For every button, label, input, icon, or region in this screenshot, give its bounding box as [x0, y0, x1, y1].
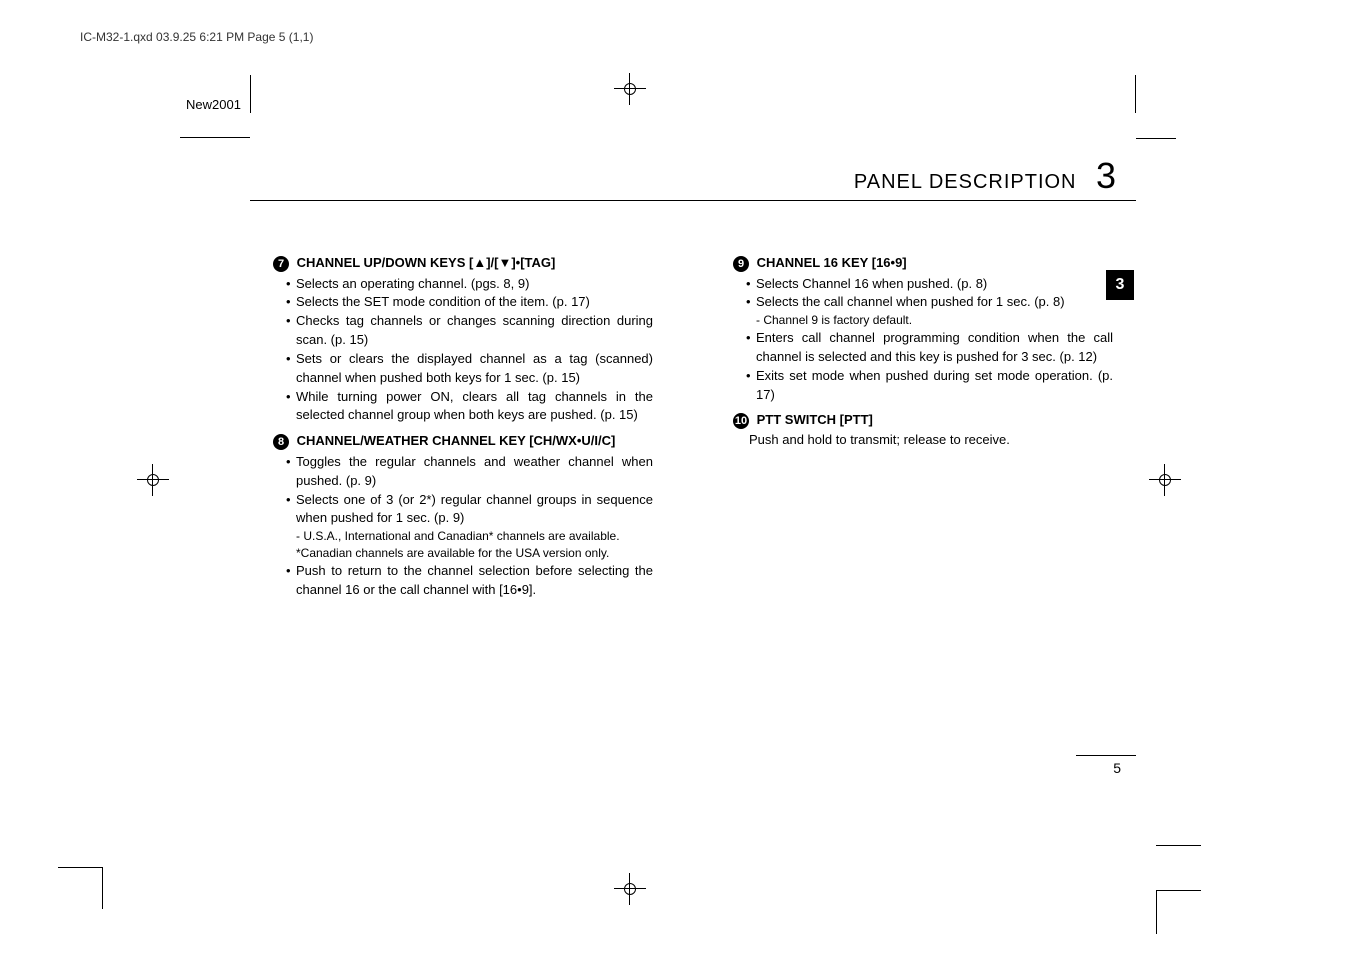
note-item: *Canadian channels are available for the…: [289, 545, 653, 562]
note-item: - U.S.A., International and Canadian* ch…: [289, 528, 653, 545]
note-item: - Channel 9 is factory default.: [749, 312, 1113, 329]
bullet-item: Selects the SET mode condition of the it…: [289, 293, 653, 312]
bullet-item: Selects Channel 16 when pushed. (p. 8): [749, 275, 1113, 294]
section-num-icon: 10: [733, 413, 749, 429]
section-8-notes: - U.S.A., International and Canadian* ch…: [273, 528, 653, 562]
bullet-item: Selects an operating channel. (pgs. 8, 9…: [289, 275, 653, 294]
crop-mark: [1135, 75, 1136, 113]
section-10-title: PTT SWITCH [PTT]: [757, 412, 873, 427]
section-7-title: CHANNEL UP/DOWN KEYS [▲]/[▼]•[TAG]: [297, 255, 556, 270]
crop-mark: [180, 75, 250, 138]
bullet-item: Exits set mode when pushed during set mo…: [749, 367, 1113, 405]
crop-mark: [102, 867, 103, 909]
section-8-title: CHANNEL/WEATHER CHANNEL KEY [CH/WX•U/I/C…: [297, 433, 616, 448]
section-9-note: - Channel 9 is factory default.: [733, 312, 1113, 329]
bullet-item: While turning power ON, clears all tag c…: [289, 388, 653, 426]
section-9-bullets-cont: Enters call channel programming conditio…: [733, 329, 1113, 404]
crop-mark: [1156, 890, 1157, 934]
registration-mark-circle: [624, 83, 636, 95]
bullet-item: Selects one of 3 (or 2*) regular channel…: [289, 491, 653, 529]
section-10-text: Push and hold to transmit; release to re…: [733, 432, 1113, 447]
crop-mark: [1156, 890, 1201, 891]
right-column: 9 CHANNEL 16 KEY [16•9] Selects Channel …: [733, 255, 1113, 600]
bullet-item: Checks tag channels or changes scanning …: [289, 312, 653, 350]
chapter-number: 3: [1096, 155, 1116, 196]
section-num-icon: 9: [733, 256, 749, 272]
page-number-line: [1076, 755, 1136, 756]
bullet-item: Push to return to the channel selection …: [289, 562, 653, 600]
section-num-icon: 8: [273, 434, 289, 450]
section-9-title: CHANNEL 16 KEY [16•9]: [757, 255, 907, 270]
section-8-bullets: Toggles the regular channels and weather…: [273, 453, 653, 528]
page-title: PANEL DESCRIPTION 3: [854, 155, 1116, 197]
section-7-bullets: Selects an operating channel. (pgs. 8, 9…: [273, 275, 653, 426]
crop-mark: [250, 75, 251, 113]
section-9-heading: 9 CHANNEL 16 KEY [16•9]: [733, 255, 1113, 272]
left-column: 7 CHANNEL UP/DOWN KEYS [▲]/[▼]•[TAG] Sel…: [273, 255, 653, 600]
bullet-item: Selects the call channel when pushed for…: [749, 293, 1113, 312]
section-8-heading: 8 CHANNEL/WEATHER CHANNEL KEY [CH/WX•U/I…: [273, 433, 653, 450]
crop-mark: [1156, 845, 1201, 846]
file-header-info: IC-M32-1.qxd 03.9.25 6:21 PM Page 5 (1,1…: [80, 30, 313, 44]
registration-mark-circle: [1159, 474, 1171, 486]
crop-mark: [58, 867, 103, 868]
title-underline: [250, 200, 1136, 201]
registration-mark-circle: [147, 474, 159, 486]
section-9-bullets: Selects Channel 16 when pushed. (p. 8) S…: [733, 275, 1113, 313]
bullet-item: Enters call channel programming conditio…: [749, 329, 1113, 367]
registration-mark-circle: [624, 883, 636, 895]
section-7-heading: 7 CHANNEL UP/DOWN KEYS [▲]/[▼]•[TAG]: [273, 255, 653, 272]
page-number: 5: [1113, 760, 1121, 776]
section-num-icon: 7: [273, 256, 289, 272]
section-8-bullets-cont: Push to return to the channel selection …: [273, 562, 653, 600]
main-content: 7 CHANNEL UP/DOWN KEYS [▲]/[▼]•[TAG] Sel…: [273, 255, 1113, 600]
bullet-item: Sets or clears the displayed channel as …: [289, 350, 653, 388]
section-10-heading: 10 PTT SWITCH [PTT]: [733, 412, 1113, 429]
section-name: PANEL DESCRIPTION: [854, 171, 1077, 193]
bullet-item: Toggles the regular channels and weather…: [289, 453, 653, 491]
crop-mark: [1136, 138, 1176, 139]
